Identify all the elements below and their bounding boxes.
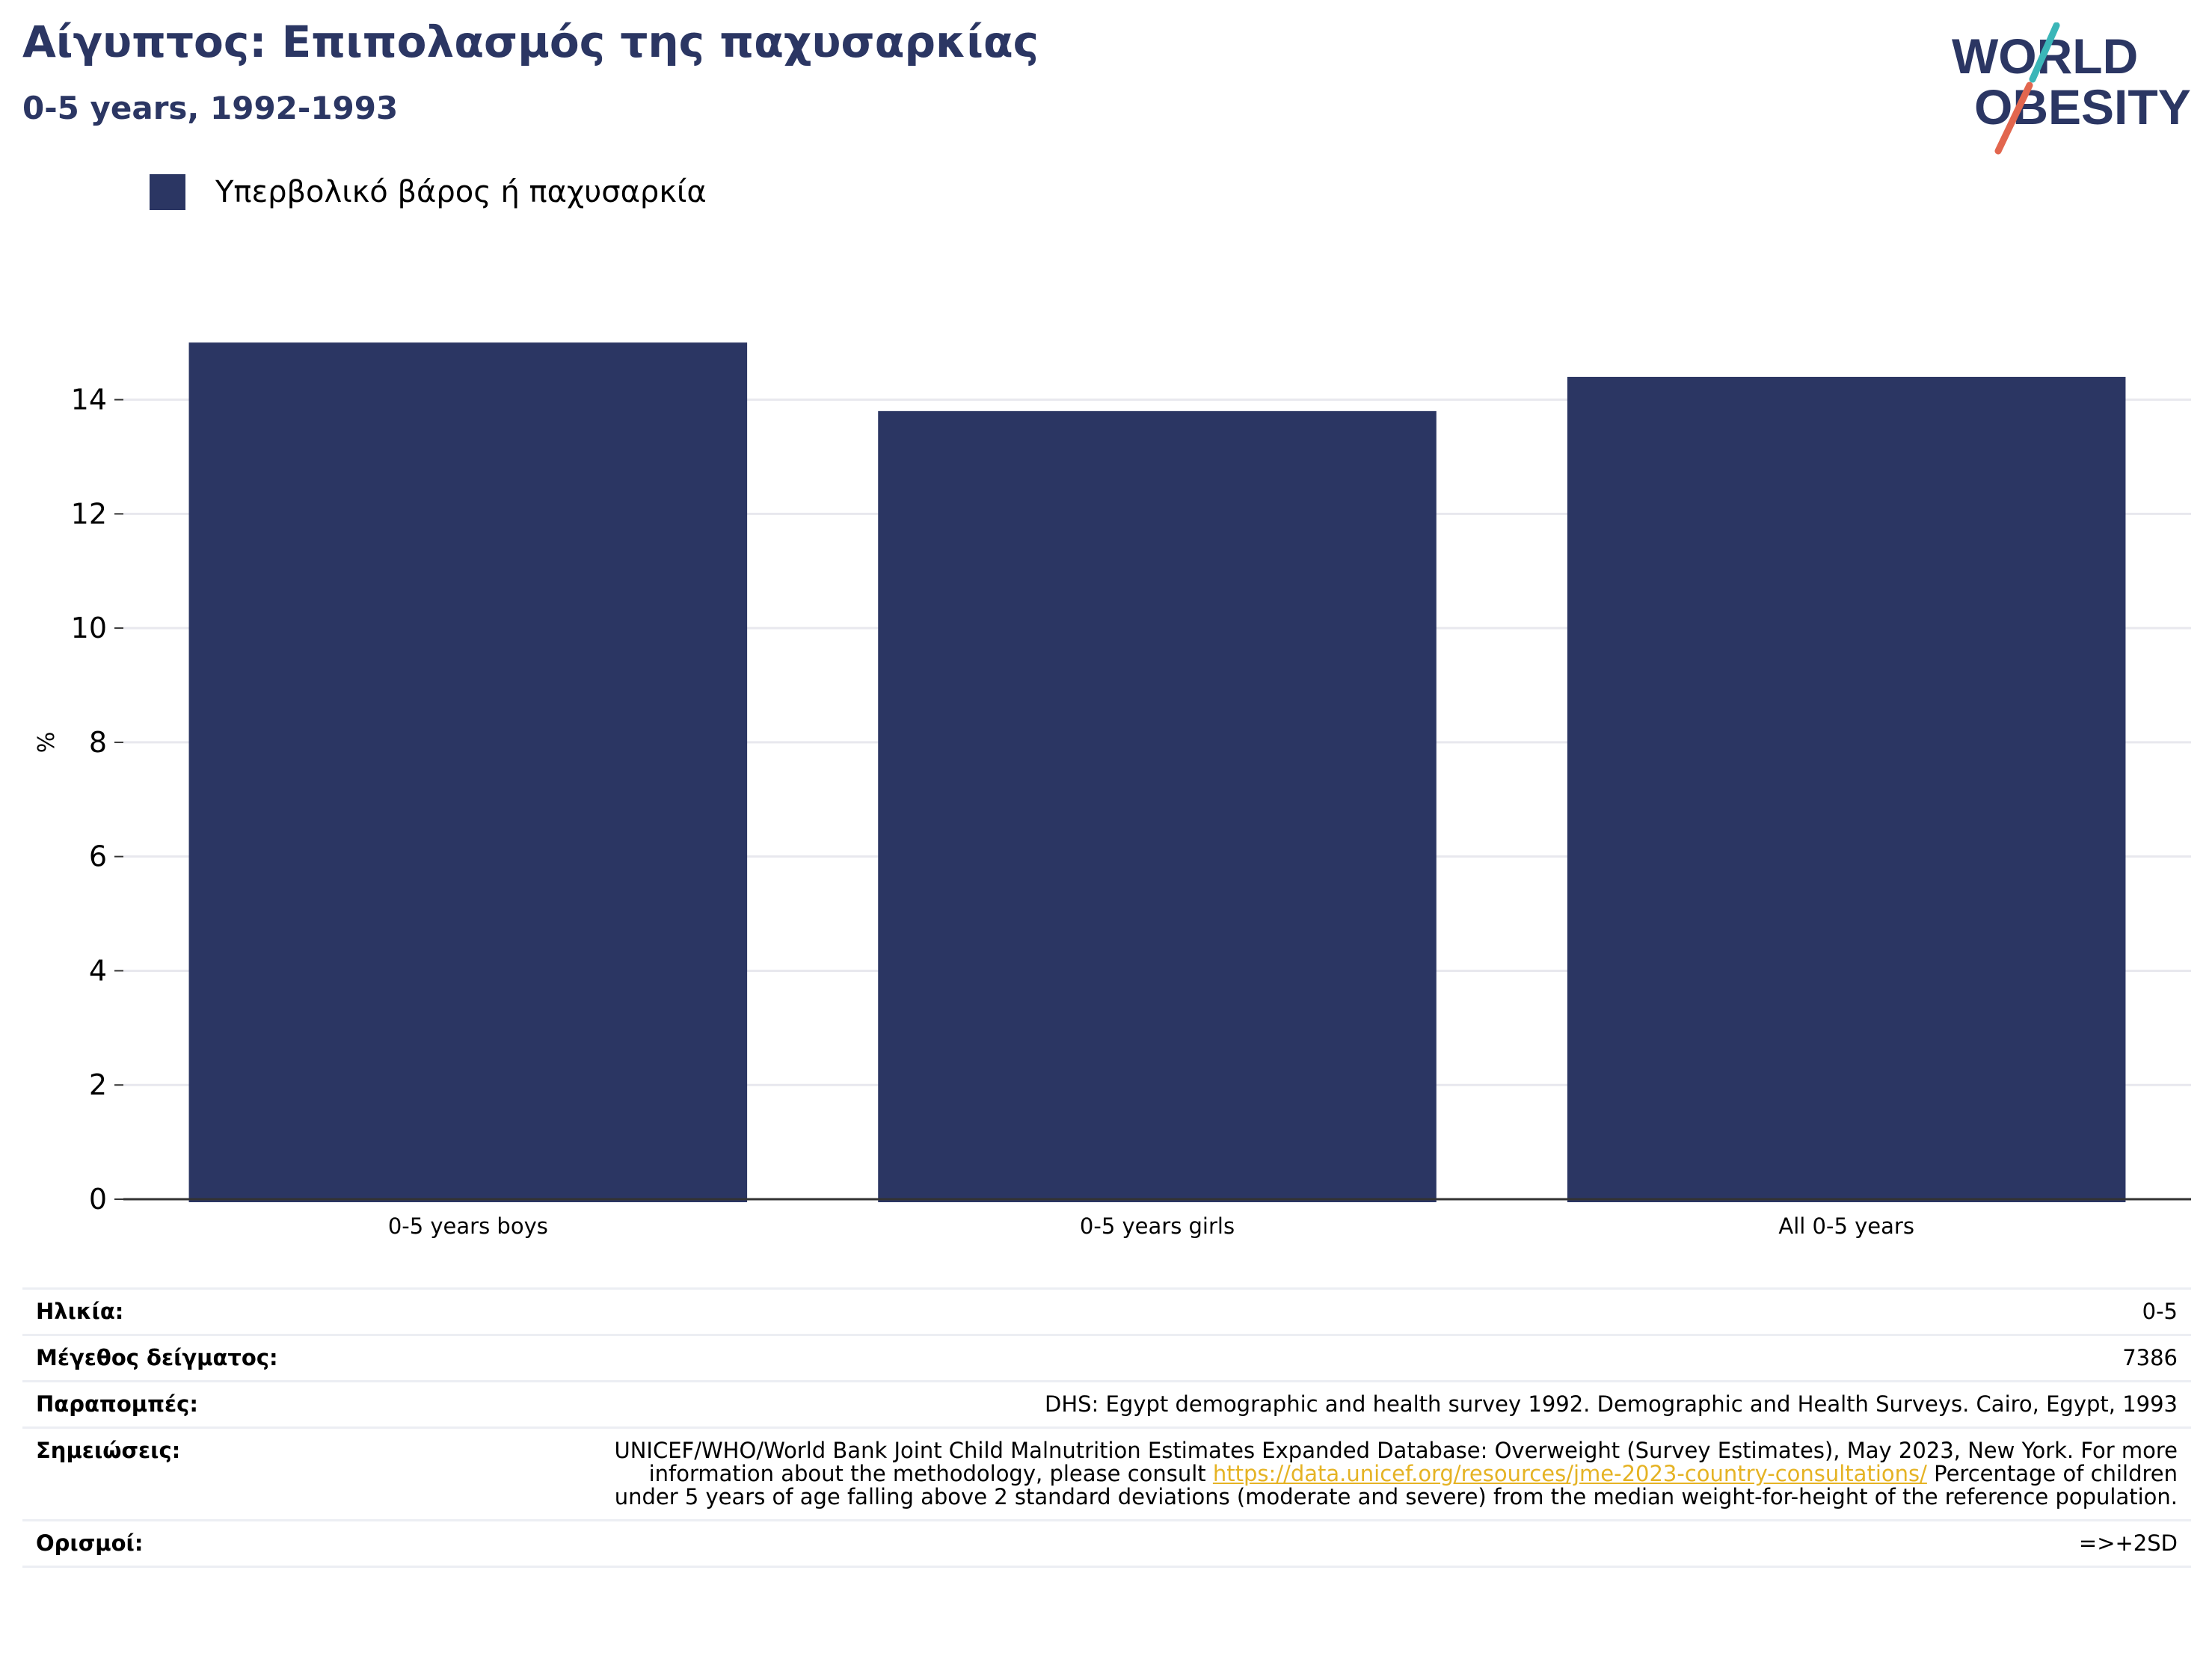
info-table: Ηλικία: 0-5 Μέγεθος δείγματος: 7386 Παρα… [22,1287,2191,1568]
age-label: Ηλικία: [36,1299,124,1324]
info-row-notes: Σημειώσεις: UNICEF/WHO/World Bank Joint … [22,1426,2191,1519]
definitions-label: Ορισμοί: [36,1530,144,1556]
bar-chart: 0 2 4 6 8 10 12 14% 0-5 years boys 0-5 years girl… [34,342,2191,1239]
references-label: Παραπομπές: [36,1391,198,1417]
notes-link[interactable]: https://data.unicef.org/resources/jme-20… [1212,1461,1927,1486]
y-tick-label: 12 [71,497,107,530]
y-axis-label: % [34,732,60,754]
notes-value: UNICEF/WHO/World Bank Joint Child Malnut… [607,1439,2178,1509]
y-tick-label: 0 [89,1183,107,1216]
legend-label: Υπερβολικό βάρος ή παχυσαρκία [215,175,707,209]
y-tick-label: 14 [71,384,107,416]
y-tick-label: 8 [89,726,107,759]
page-title: Αίγυπτος: Επιπολασμός της παχυσαρκίας [22,16,1039,67]
y-tick-label: 4 [89,954,107,987]
chart-legend: Υπερβολικό βάρος ή παχυσαρκία [150,173,707,211]
sample-size-value: 7386 [2122,1345,2178,1370]
definitions-value: =>+2SD [2078,1530,2178,1556]
logo-slash-bottom [1994,81,2033,155]
info-row-sample-size: Μέγεθος δείγματος: 7386 [22,1334,2191,1380]
x-tick-label: All 0-5 years [1778,1213,1914,1239]
bar [878,410,1437,1202]
y-tick-label: 6 [89,840,107,873]
y-tick-label: 10 [71,612,107,644]
notes-label: Σημειώσεις: [36,1438,181,1463]
logo-slash-top [2029,22,2060,83]
page-subtitle: 0-5 years, 1992-1993 [22,90,399,126]
sample-size-label: Μέγεθος δείγματος: [36,1345,278,1370]
info-row-age: Ηλικία: 0-5 [22,1287,2191,1334]
world-obesity-logo: WORLD OBESITY [1952,22,2191,155]
legend-swatch [150,174,185,210]
notes-text-after: Percentage of children under 5 years of … [614,1461,2178,1509]
y-tick-label: 2 [89,1068,107,1101]
x-tick-label: 0-5 years boys [388,1213,548,1239]
info-row-definitions: Ορισμοί: =>+2SD [22,1519,2191,1568]
references-value: DHS: Egypt demographic and health survey… [1045,1391,2178,1417]
age-value: 0-5 [2142,1299,2178,1324]
bar [1567,377,2126,1202]
x-tick-label: 0-5 years girls [1080,1213,1235,1239]
info-row-references: Παραπομπές: DHS: Egypt demographic and h… [22,1380,2191,1426]
bar [188,342,748,1202]
notes-text-before: UNICEF/WHO/World Bank Joint Child Malnut… [614,1438,2178,1486]
